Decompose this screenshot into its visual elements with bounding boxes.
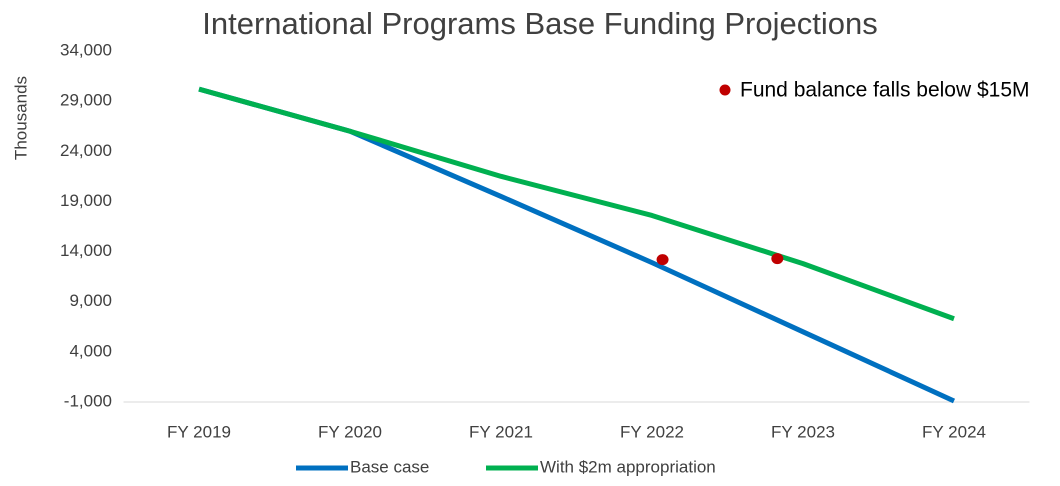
- x-tick-label: FY 2019: [167, 422, 231, 441]
- y-tick-label: 14,000: [60, 241, 112, 260]
- legend-label: Base case: [350, 457, 429, 476]
- marker-point: [771, 253, 784, 265]
- x-tick-label: FY 2020: [318, 422, 382, 441]
- y-tick-label: 29,000: [60, 91, 112, 110]
- x-tick-label: FY 2022: [620, 422, 684, 441]
- marker-legend-dot: [719, 84, 731, 96]
- marker-legend-label: Fund balance falls below $15M: [740, 79, 1030, 102]
- y-tick-label: 19,000: [60, 191, 112, 210]
- y-tick-label: 24,000: [60, 141, 112, 160]
- y-axis-label: Thousands: [11, 76, 30, 160]
- y-tick-label: 4,000: [69, 341, 112, 360]
- chart-title: International Programs Base Funding Proj…: [202, 6, 877, 41]
- y-tick-label: 34,000: [60, 40, 112, 59]
- x-tick-label: FY 2021: [469, 422, 533, 441]
- y-tick-label: -1,000: [64, 391, 112, 410]
- x-tick-label: FY 2024: [922, 422, 986, 441]
- series-line: [198, 86, 956, 404]
- x-tick-label: FY 2023: [771, 422, 835, 441]
- legend-label: With $2m appropriation: [540, 457, 716, 476]
- y-tick-label: 9,000: [69, 291, 112, 310]
- marker-point: [656, 254, 669, 266]
- series-line: [198, 86, 955, 322]
